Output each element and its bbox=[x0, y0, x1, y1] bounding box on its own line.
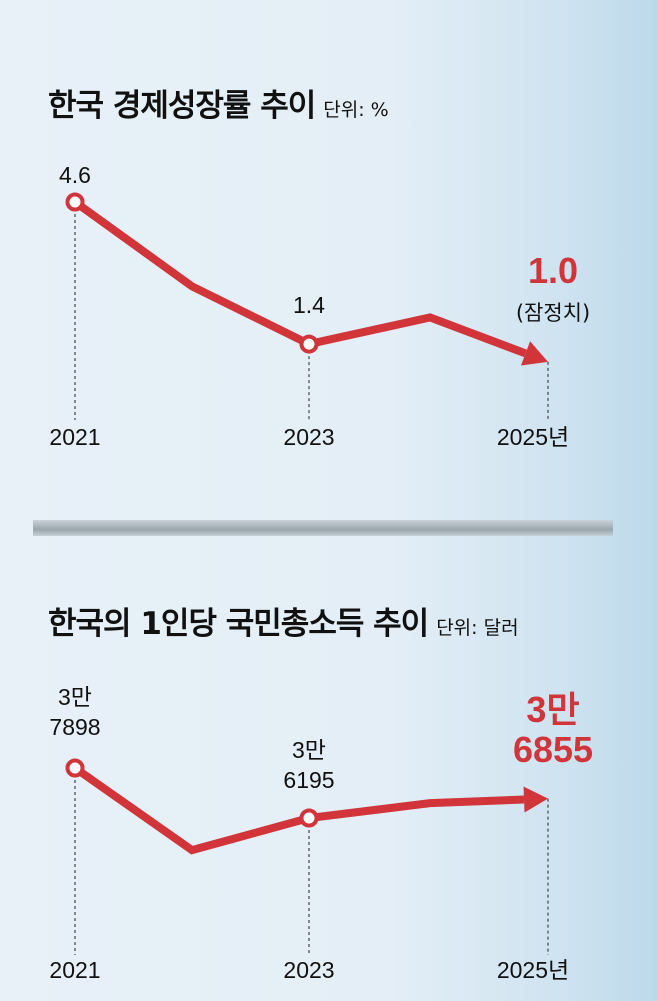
data-label: 6855 bbox=[513, 729, 593, 770]
x-tick-label: 2023 bbox=[283, 424, 334, 450]
x-tick-label: 2025년 bbox=[497, 957, 569, 983]
chart2-title-text: 한국의 1인당 국민총소득 추이 bbox=[48, 606, 429, 642]
section-divider bbox=[33, 520, 613, 536]
arrow-head bbox=[520, 341, 548, 366]
provisional-note: (잠정치) bbox=[516, 301, 590, 325]
x-tick-label: 2021 bbox=[49, 957, 100, 983]
chart1-title: 한국 경제성장률 추이 단위: % bbox=[48, 80, 389, 125]
chart2-title: 한국의 1인당 국민총소득 추이 단위: 달러 bbox=[48, 598, 519, 643]
chart2-unit: 단위: 달러 bbox=[436, 617, 519, 639]
chart1-title-text: 한국 경제성장률 추이 bbox=[48, 88, 316, 124]
data-label: 1.4 bbox=[293, 292, 325, 318]
arrow-head bbox=[523, 786, 548, 813]
chart1-unit: 단위: % bbox=[323, 99, 389, 121]
data-point bbox=[65, 758, 85, 778]
data-label: 3만 bbox=[526, 689, 579, 730]
data-label: 3만 bbox=[292, 737, 326, 763]
data-point bbox=[299, 808, 319, 828]
x-tick-label: 2023 bbox=[283, 957, 334, 983]
data-point bbox=[65, 192, 85, 212]
data-label: 7898 bbox=[49, 714, 100, 740]
data-label: 3만 bbox=[58, 684, 92, 710]
data-point bbox=[299, 334, 319, 354]
x-tick-label: 2025년 bbox=[497, 424, 569, 450]
data-label: 1.0 bbox=[528, 250, 578, 291]
data-label: 6195 bbox=[283, 767, 334, 793]
data-label: 4.6 bbox=[59, 162, 91, 188]
chart1-plot: 4.6 1.4 1.0 (잠정치) 2021 2023 2025년 bbox=[49, 162, 590, 450]
x-tick-label: 2021 bbox=[49, 424, 100, 450]
